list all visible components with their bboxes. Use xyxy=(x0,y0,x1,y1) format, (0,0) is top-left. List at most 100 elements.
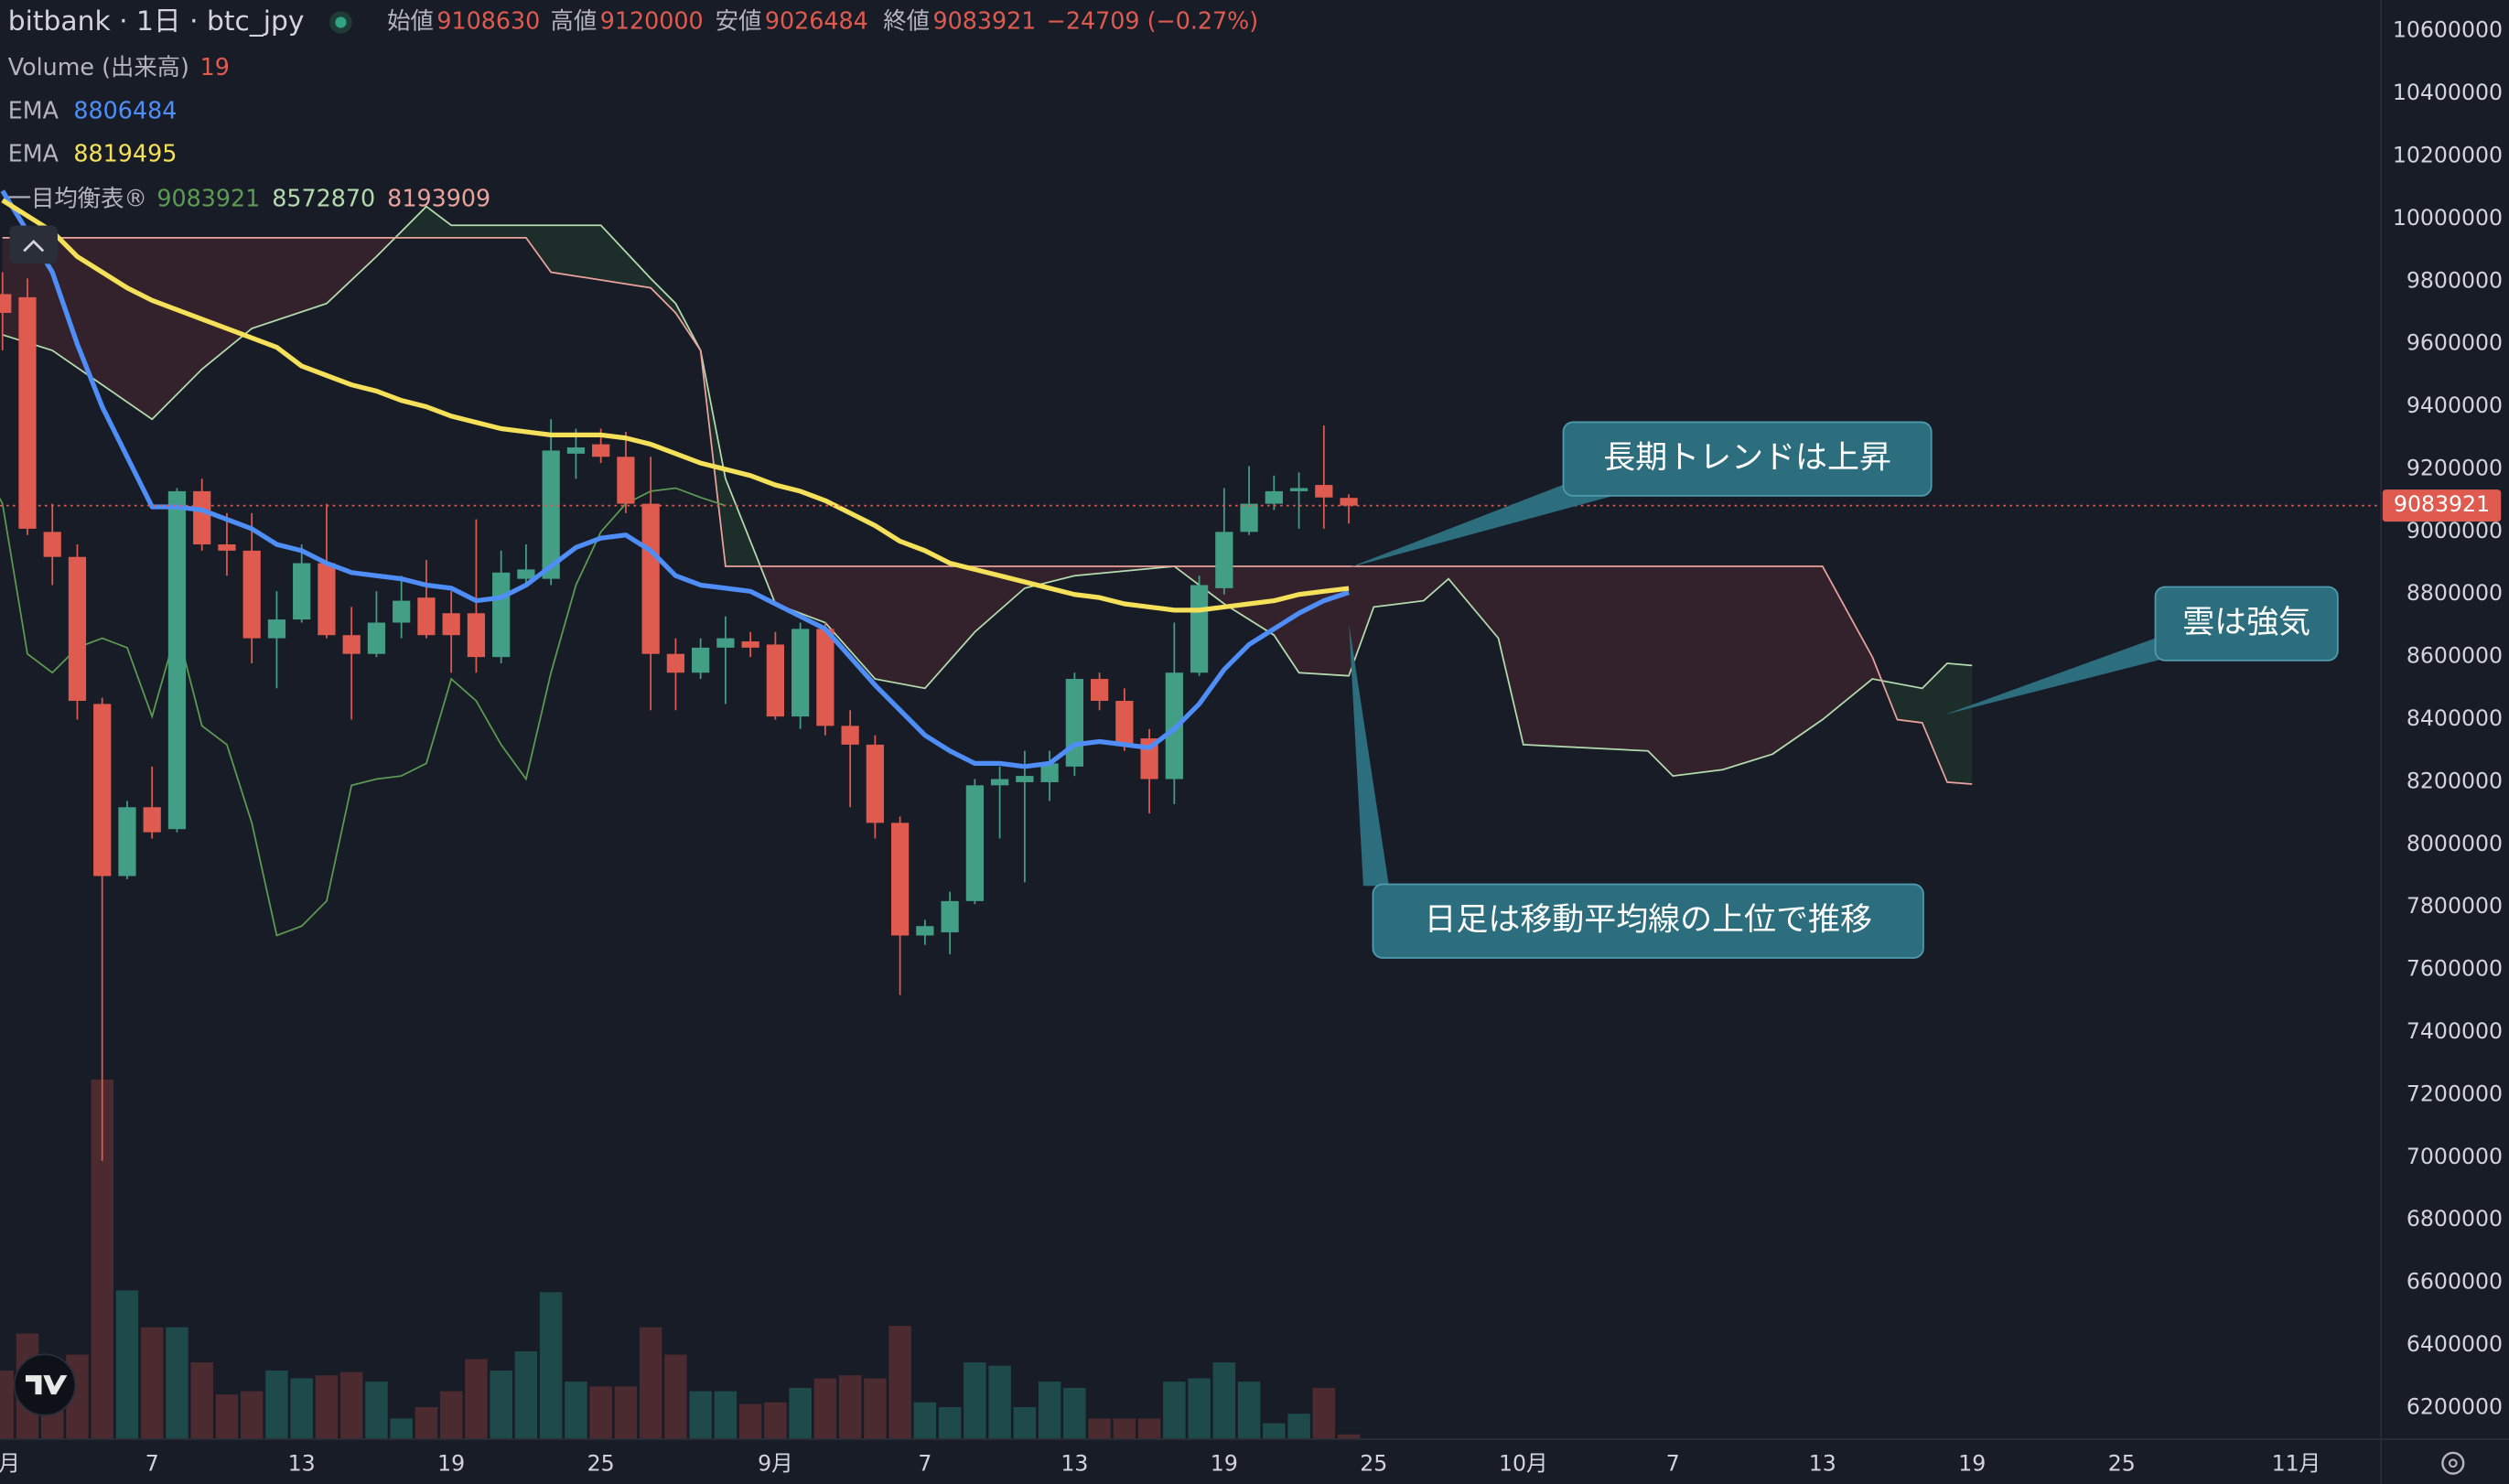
volume-bar xyxy=(614,1386,638,1440)
cloud-fill xyxy=(875,565,925,689)
y-tick-label: 10600000 xyxy=(2393,17,2503,43)
candle-body xyxy=(1065,679,1083,767)
callout-pointer xyxy=(1349,623,1389,887)
candle-body xyxy=(741,641,759,648)
volume-bar xyxy=(465,1359,488,1440)
volume-bar xyxy=(838,1375,862,1440)
x-tick-label: 13 xyxy=(1061,1451,1088,1477)
candle-body xyxy=(393,600,411,623)
volume-bar xyxy=(290,1378,313,1440)
cloud-fill xyxy=(252,237,327,329)
cloud-fill xyxy=(1922,662,1948,782)
y-tick-label: 9600000 xyxy=(2407,330,2503,356)
volume-bar xyxy=(789,1388,812,1440)
settings-icon-center xyxy=(2448,1458,2458,1468)
x-tick-label: 13 xyxy=(1809,1451,1836,1477)
volume-bar xyxy=(1212,1362,1236,1440)
volume-bar xyxy=(1013,1406,1037,1440)
candle-body xyxy=(990,779,1009,786)
volume-bar xyxy=(864,1378,887,1440)
collapse-button[interactable] xyxy=(9,225,58,264)
settings-button[interactable] xyxy=(2441,1451,2465,1475)
ohlc-label: 終値 xyxy=(883,6,930,34)
ohlc-value: 9108630 xyxy=(436,6,540,34)
cloud-fill xyxy=(1448,565,1499,639)
indicator-name: EMA xyxy=(8,140,59,167)
symbol-title: bitbank · 1日 · btc_jpy xyxy=(8,5,305,38)
cloud-fill xyxy=(1373,565,1424,608)
callout-text: 雲は強気 xyxy=(2182,605,2310,641)
candle-body xyxy=(43,532,61,557)
y-tick-label: 9200000 xyxy=(2407,455,2503,480)
status-dot xyxy=(335,16,347,28)
volume-bar xyxy=(1337,1434,1361,1440)
volume-bar xyxy=(240,1391,264,1440)
volume-bar xyxy=(140,1327,164,1440)
ema-line xyxy=(0,189,1350,769)
volume-bar xyxy=(938,1406,962,1440)
candle-body xyxy=(891,823,910,936)
candle-body xyxy=(242,550,261,639)
candle-body xyxy=(118,807,136,876)
volume-bar xyxy=(390,1418,413,1440)
y-tick-label: 10000000 xyxy=(2393,205,2503,231)
candle-body xyxy=(1289,488,1308,491)
cloud-fill xyxy=(425,206,452,238)
volume-bar xyxy=(0,1370,14,1440)
x-tick-label: 7 xyxy=(145,1451,159,1477)
y-tick-label: 9000000 xyxy=(2407,518,2503,543)
collapse-button-bg[interactable] xyxy=(9,225,58,264)
volume-bar xyxy=(1287,1414,1310,1440)
volume-bar xyxy=(888,1326,911,1440)
volume-bar xyxy=(714,1391,738,1440)
indicator-value: 8806484 xyxy=(73,96,177,124)
candle-body xyxy=(417,597,436,636)
collapse-icon xyxy=(23,239,45,253)
tv-logo-bg[interactable] xyxy=(13,1353,77,1416)
candle-body xyxy=(517,569,535,579)
callout-pointer xyxy=(1349,479,1620,568)
candle-body xyxy=(143,807,161,833)
volume-bar xyxy=(514,1350,538,1440)
y-tick-label: 10400000 xyxy=(2393,80,2503,105)
volume-bar xyxy=(1263,1423,1286,1440)
indicator-value: 8193909 xyxy=(387,184,490,211)
tv-logo-mark xyxy=(25,1375,68,1395)
tv-logo[interactable] xyxy=(13,1353,77,1416)
x-tick-label: 11月 xyxy=(2272,1451,2321,1477)
cloud-fill xyxy=(824,565,876,680)
volume-bar xyxy=(1113,1418,1136,1440)
indicator-value: 19 xyxy=(200,53,230,81)
volume-bar xyxy=(813,1378,837,1440)
settings-icon[interactable] xyxy=(2441,1451,2465,1475)
y-tick-label: 8400000 xyxy=(2407,705,2503,731)
candle-body xyxy=(467,613,486,658)
volume-bar xyxy=(764,1402,787,1440)
candle-body xyxy=(542,450,560,579)
candle-body xyxy=(1265,490,1283,504)
candle-body xyxy=(1190,585,1209,673)
indicator-value: 8572870 xyxy=(272,184,375,211)
cloud-fill xyxy=(651,278,676,313)
candle-body xyxy=(18,296,37,529)
cloud-fill xyxy=(1423,565,1449,601)
cloud-fill xyxy=(1298,565,1350,676)
ohlc-label: 安値 xyxy=(716,6,762,34)
cloud-fill xyxy=(201,237,253,370)
volume-bar xyxy=(315,1375,339,1440)
callout-text: 長期トレンドは上昇 xyxy=(1603,440,1891,477)
candle-body xyxy=(0,294,12,313)
candle-body xyxy=(816,629,835,726)
cloud-fill xyxy=(1174,565,1224,605)
y-tick-label: 9800000 xyxy=(2407,267,2503,293)
volume-bar xyxy=(1163,1382,1186,1440)
plot-area xyxy=(0,189,2382,1440)
candle-body xyxy=(641,503,660,654)
cloud-fill xyxy=(1673,565,1723,777)
volume-bar xyxy=(1237,1382,1261,1440)
cloud-fill xyxy=(1947,662,1973,785)
volume-bar xyxy=(988,1365,1011,1440)
cloud-fill xyxy=(1897,683,1922,723)
